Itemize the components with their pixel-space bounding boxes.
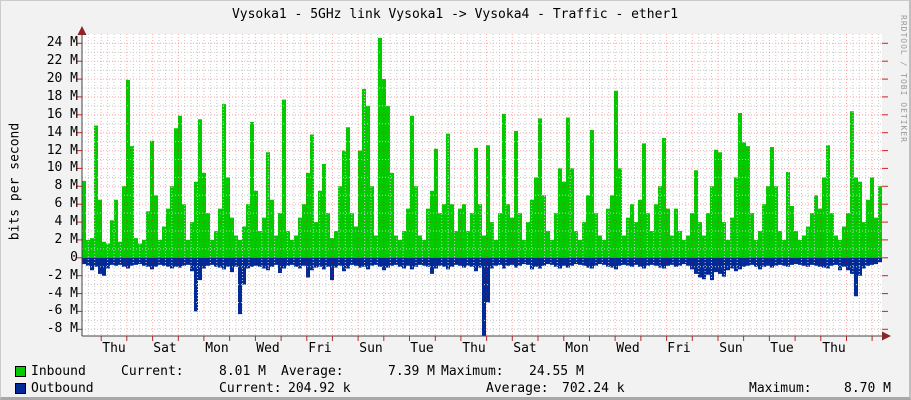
x-tick-label: Sun [719,341,743,356]
legend-text: Current: [219,381,282,396]
x-tick-label: Wed [256,341,280,356]
y-tick-label: 14 M [46,124,78,140]
legend-text: 702.24 k [562,381,625,396]
outbound-area [82,257,882,336]
x-tick-label: Sat [153,341,177,356]
legend-text: Average: [281,364,344,379]
legend-text: Inbound [31,364,86,379]
legend-text: Maximum: [441,364,504,379]
y-tick-label: 2 M [54,231,78,247]
legend-text: Current: [121,364,184,379]
rrdtool-watermark: RRDTOOL / TOBI OETIKER [899,15,908,143]
x-tick-label: Thu [822,341,846,356]
x-tick-label: Thu [462,341,486,356]
x-tick-label: Sat [513,341,537,356]
y-tick-label: 6 M [54,196,78,212]
x-tick-label: Wed [616,341,640,356]
legend-text: 24.55 M [529,364,584,379]
y-tick-label: -8 M [46,321,78,337]
outbound-color-swatch-icon [15,383,26,394]
legend-text: Average: [486,381,549,396]
x-tick-label: Fri [667,341,691,356]
x-tick-label: Fri [308,341,332,356]
y-tick-label: 12 M [46,142,78,158]
y-tick-label: 22 M [46,53,78,69]
y-tick-label: 18 M [46,88,78,104]
x-axis-arrow-icon [882,331,891,341]
legend-row-inbound: Inbound Current: 8.01 M Average: 7.39 M Maxim… [1,364,909,380]
y-tick-label: -6 M [46,303,78,319]
graph-title: Vysoka1 - 5GHz link Vysoka1 -> Vysoka4 -… [231,7,679,22]
y-tick-label: 0 [70,249,78,265]
legend-text: 204.92 k [288,381,351,396]
x-tick-label: Sun [359,341,383,356]
inbound-color-swatch-icon [15,366,26,377]
y-tick-label: 4 M [54,214,78,230]
legend-text: Outbound [31,381,94,396]
legend-text: 7.39 M [388,364,435,379]
y-tick-label: 20 M [46,71,78,87]
inbound-area [82,37,882,258]
x-tick-label: Tue [770,341,794,356]
x-tick-label: Thu [102,341,126,356]
y-tick-label: 8 M [54,178,78,194]
legend-row-outbound: Outbound Current: 204.92 k Average: 702.24 k… [1,381,909,397]
legend-text: 8.70 M [844,381,891,396]
legend-text: Maximum: [749,381,812,396]
x-tick-label: Tue [410,341,434,356]
x-tick-label: Mon [565,341,589,356]
y-tick-label: 24 M [46,35,78,51]
y-tick-label: 10 M [46,160,78,176]
x-tick-label: Mon [205,341,229,356]
legend-text: 8.01 M [219,364,266,379]
y-tick-label: -4 M [46,285,78,301]
y-axis-arrow-icon [77,26,87,35]
y-tick-label: 16 M [46,106,78,122]
y-tick-label: -2 M [46,267,78,283]
